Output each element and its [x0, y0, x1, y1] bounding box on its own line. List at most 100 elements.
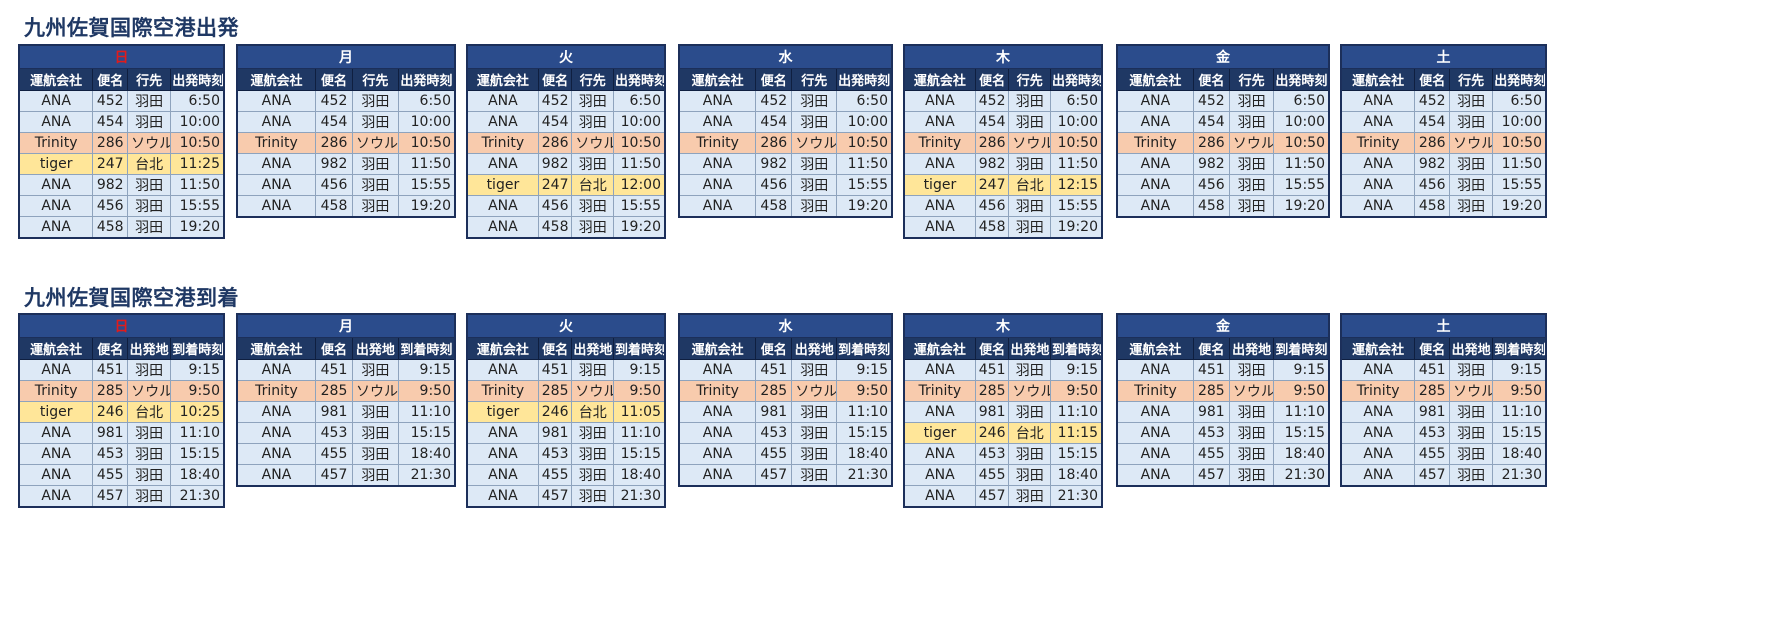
table-row: ANA 981 羽田 11:10 — [678, 400, 893, 423]
flight-number-cell: 286 — [1414, 131, 1451, 154]
flight-number-cell: 454 — [1192, 110, 1230, 133]
time-cell: 11:10 — [397, 400, 456, 423]
time-cell: 15:55 — [836, 173, 893, 196]
flight-number-cell: 246 — [974, 421, 1010, 444]
time-cell: 6:50 — [1050, 89, 1103, 112]
time-cell: 9:50 — [397, 379, 456, 402]
place-cell: 台北 — [1008, 173, 1051, 196]
place-cell: 羽田 — [791, 463, 838, 486]
place-cell: 羽田 — [1008, 152, 1051, 175]
time-cell: 15:55 — [613, 194, 666, 217]
column-header: 到着時刻 — [613, 336, 666, 360]
place-cell: 羽田 — [791, 421, 838, 444]
table-row: ANA 981 羽田 11:10 — [1116, 400, 1330, 423]
airline-cell: ANA — [1116, 194, 1194, 217]
flight-number-cell: 455 — [755, 442, 793, 465]
column-header: 便名 — [755, 336, 793, 360]
time-cell: 18:40 — [613, 463, 666, 486]
place-cell: 羽田 — [571, 152, 614, 175]
table-row: ANA 981 羽田 11:10 — [236, 400, 456, 423]
table-row: ANA 456 羽田 15:55 — [1116, 173, 1330, 196]
airline-cell: ANA — [903, 358, 976, 381]
place-cell: 羽田 — [127, 110, 172, 133]
flight-number-cell: 981 — [1414, 400, 1451, 423]
place-cell: 羽田 — [1008, 89, 1051, 112]
flight-number-cell: 458 — [1414, 194, 1451, 217]
time-cell: 18:40 — [1273, 442, 1330, 465]
column-header: 出発地 — [1008, 336, 1051, 360]
airline-cell: ANA — [1116, 152, 1194, 175]
place-cell: ソウル — [127, 379, 172, 402]
airline-cell: tiger — [466, 400, 539, 423]
flight-number-cell: 247 — [537, 173, 573, 196]
airline-cell: ANA — [678, 89, 757, 112]
time-cell: 9:15 — [1050, 358, 1103, 381]
time-cell: 9:50 — [1273, 379, 1330, 402]
place-cell: 羽田 — [127, 358, 172, 381]
place-cell: 羽田 — [127, 194, 172, 217]
time-cell: 6:50 — [836, 89, 893, 112]
table-row: ANA 454 羽田 10:00 — [236, 110, 456, 133]
column-header: 出発地 — [1449, 336, 1494, 360]
departures-table-6: 土運航会社 便名 行先 出発時刻 ANA 452 羽田 6:50 ANA 454 羽田 10:00 Tr… — [1340, 44, 1547, 218]
place-cell: 羽田 — [791, 110, 838, 133]
flight-number-cell: 981 — [1192, 400, 1230, 423]
table-row: ANA 451 羽田 9:15 — [903, 358, 1103, 381]
column-header-row: 運航会社 便名 出発地 到着時刻 — [236, 336, 456, 360]
day-header-row: 火 — [466, 313, 666, 338]
time-cell: 11:15 — [1050, 421, 1103, 444]
place-cell: 羽田 — [791, 358, 838, 381]
flight-number-cell: 981 — [537, 421, 573, 444]
airline-cell: ANA — [1340, 421, 1416, 444]
table-row: tiger 247 台北 12:00 — [466, 173, 666, 196]
place-cell: 羽田 — [791, 442, 838, 465]
time-cell: 18:40 — [170, 463, 225, 486]
airline-cell: ANA — [466, 152, 539, 175]
flight-number-cell: 454 — [92, 110, 129, 133]
place-cell: ソウル — [571, 379, 614, 402]
column-header-row: 運航会社 便名 行先 出発時刻 — [466, 67, 666, 91]
time-cell: 9:15 — [1273, 358, 1330, 381]
arrivals-table-1: 月運航会社 便名 出発地 到着時刻 ANA 451 羽田 9:15 Trinity 285 ソウル 9… — [236, 313, 456, 487]
table-row: ANA 451 羽田 9:15 — [1340, 358, 1547, 381]
time-cell: 9:15 — [397, 358, 456, 381]
column-header-row: 運航会社 便名 出発地 到着時刻 — [18, 336, 225, 360]
table-row: tiger 246 台北 11:05 — [466, 400, 666, 423]
table-row: ANA 982 羽田 11:50 — [236, 152, 456, 175]
column-header: 運航会社 — [903, 67, 976, 91]
airline-cell: ANA — [1116, 442, 1194, 465]
airline-cell: Trinity — [903, 379, 976, 402]
airline-cell: ANA — [236, 152, 316, 175]
table-row: ANA 981 羽田 11:10 — [1340, 400, 1547, 423]
airline-cell: ANA — [1340, 89, 1416, 112]
time-cell: 9:50 — [836, 379, 893, 402]
table-row: ANA 456 羽田 15:55 — [236, 173, 456, 196]
table-row: ANA 456 羽田 15:55 — [1340, 173, 1547, 196]
flight-number-cell: 457 — [1414, 463, 1451, 486]
column-header: 運航会社 — [466, 67, 539, 91]
flight-number-cell: 285 — [92, 379, 129, 402]
column-header: 運航会社 — [1340, 67, 1416, 91]
place-cell: ソウル — [1008, 131, 1051, 154]
table-row: ANA 981 羽田 11:10 — [18, 421, 225, 444]
airline-cell: Trinity — [466, 131, 539, 154]
airline-cell: Trinity — [236, 379, 316, 402]
column-header: 便名 — [755, 67, 793, 91]
airline-cell: Trinity — [18, 131, 94, 154]
arrivals-table-2: 火運航会社 便名 出発地 到着時刻 ANA 451 羽田 9:15 Trinity 285 ソウル 9… — [466, 313, 666, 508]
place-cell: 羽田 — [127, 484, 172, 507]
column-header: 便名 — [1414, 67, 1451, 91]
airline-cell: ANA — [18, 194, 94, 217]
place-cell: 台北 — [1008, 421, 1051, 444]
table-row: ANA 452 羽田 6:50 — [466, 89, 666, 112]
time-cell: 18:40 — [1050, 463, 1103, 486]
column-header-row: 運航会社 便名 出発地 到着時刻 — [678, 336, 893, 360]
table-row: Trinity 286 ソウル 10:50 — [236, 131, 456, 154]
place-cell: 羽田 — [1008, 194, 1051, 217]
flight-number-cell: 982 — [974, 152, 1010, 175]
table-row: ANA 453 羽田 15:15 — [1116, 421, 1330, 444]
column-header: 運航会社 — [466, 336, 539, 360]
place-cell: 羽田 — [1008, 215, 1051, 238]
flight-number-cell: 455 — [1192, 442, 1230, 465]
place-cell: 羽田 — [1008, 358, 1051, 381]
